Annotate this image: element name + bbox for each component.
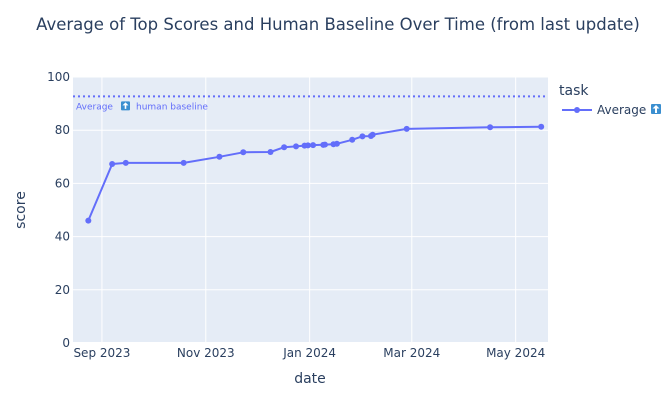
plot-area xyxy=(73,77,548,343)
data-point xyxy=(109,160,116,167)
data-point xyxy=(538,123,545,130)
data-point xyxy=(240,149,247,156)
y-tick-label: 60 xyxy=(55,176,70,190)
y-tick-label: 80 xyxy=(55,123,70,137)
x-tick-label: Jan 2024 xyxy=(282,346,336,360)
grid xyxy=(73,76,548,344)
arrow-up-glyph xyxy=(122,102,129,109)
x-tick-label: May 2024 xyxy=(486,346,545,360)
arrow-up-glyph xyxy=(652,105,660,113)
legend-marker xyxy=(574,107,580,113)
data-point xyxy=(403,125,410,132)
data-point xyxy=(333,140,340,147)
data-point xyxy=(310,142,317,149)
data-point xyxy=(359,133,366,140)
baseline-label: Average xyxy=(76,102,113,112)
data-point xyxy=(216,153,223,160)
y-tick-label: 100 xyxy=(47,70,70,84)
x-tick-label: Mar 2024 xyxy=(383,346,440,360)
x-tick-label: Nov 2023 xyxy=(177,346,235,360)
data-point xyxy=(349,136,356,143)
baseline-group: Average human baseline xyxy=(73,95,548,112)
data-point xyxy=(122,159,129,166)
data-point xyxy=(321,141,328,148)
chart-title: Average of Top Scores and Human Baseline… xyxy=(36,15,640,34)
y-tick-label: 0 xyxy=(62,336,70,350)
data-point xyxy=(293,143,300,150)
x-axis-label: date xyxy=(294,371,326,387)
x-tick-label: Sep 2023 xyxy=(73,346,130,360)
data-point xyxy=(281,144,288,151)
data-point xyxy=(369,131,376,138)
y-tick-label: 20 xyxy=(55,283,70,297)
y-tick-label: 40 xyxy=(55,230,70,244)
data-point xyxy=(304,142,311,149)
baseline-suffix: human baseline xyxy=(136,102,208,112)
legend-entry-label: Average xyxy=(597,103,646,117)
series-group xyxy=(85,123,545,224)
data-point xyxy=(85,217,92,224)
y-axis-label: score xyxy=(13,191,29,229)
axes: 0 20 40 60 80 100 Sep 2023 Nov 2023 Jan 2024 Mar … xyxy=(47,70,545,360)
legend: task Average xyxy=(559,83,661,117)
data-point xyxy=(180,159,187,166)
legend-title: task xyxy=(559,83,589,99)
data-point xyxy=(267,149,274,156)
data-point xyxy=(487,124,494,131)
